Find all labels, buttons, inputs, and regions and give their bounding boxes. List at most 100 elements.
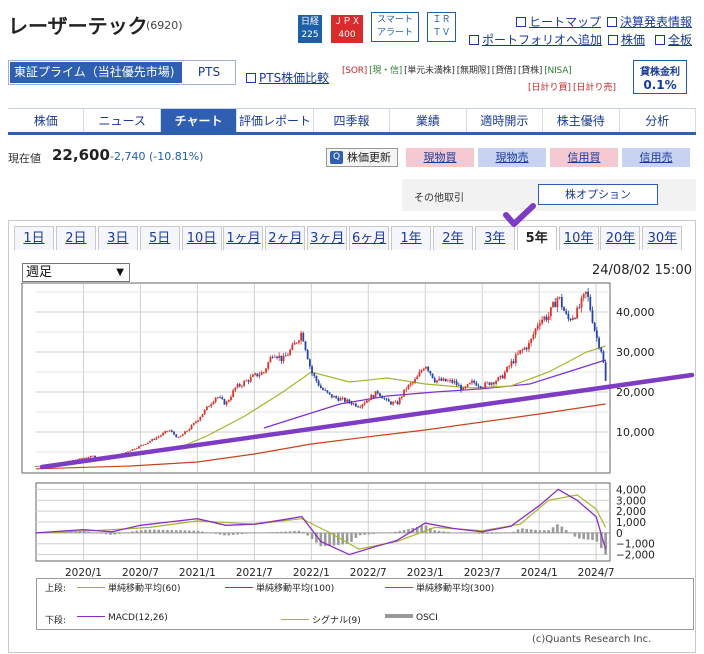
candle-body — [216, 397, 219, 399]
candle-body — [449, 380, 451, 381]
ir-tv-button[interactable]: ＩＲ ＴＶ — [427, 12, 456, 42]
pts-compare-link[interactable]: PTS株価比較 — [246, 69, 329, 86]
full-board-link[interactable]: 全板 — [655, 31, 692, 48]
osci-bar — [126, 532, 130, 533]
candle-body — [330, 394, 333, 398]
osci-bar — [424, 525, 428, 533]
nikkei225-badge[interactable]: 日経 225 — [298, 15, 322, 43]
compare-icon — [246, 73, 256, 83]
candle-body — [208, 406, 210, 408]
nav-tab[interactable]: 適時開示 — [467, 109, 544, 132]
period-tab[interactable]: 1ヶ月 — [223, 226, 264, 250]
osci-bar — [34, 532, 38, 534]
candle-body — [238, 384, 241, 387]
candle-body — [227, 400, 230, 402]
osci-bar — [350, 532, 353, 542]
period-tab[interactable]: 3年 — [474, 226, 515, 250]
candle-body — [589, 296, 592, 311]
osci-bar — [328, 532, 331, 546]
stock-option-button[interactable]: 株オプション — [538, 184, 658, 205]
timeframe-select[interactable]: 週足 ▼ — [22, 263, 130, 282]
period-tab[interactable]: 2ヶ月 — [265, 226, 306, 250]
period-tab[interactable]: 20年 — [600, 226, 641, 250]
osci-bar — [144, 529, 147, 533]
margin-sell-button[interactable]: 信用売 — [622, 148, 690, 167]
x-tick-label: 2022/7 — [350, 567, 387, 579]
add-portfolio-link[interactable]: ポートフォリオへ追加 — [469, 31, 602, 48]
nav-tab[interactable]: チャート — [160, 109, 238, 132]
candle-body — [135, 448, 138, 450]
candle-body — [181, 434, 184, 436]
candle-body — [201, 414, 204, 418]
candle-body — [429, 370, 432, 374]
candle-body — [438, 378, 441, 381]
candle-body — [541, 319, 543, 324]
osci-bar — [109, 532, 112, 535]
period-tab[interactable]: 5年 — [516, 226, 557, 250]
candle-body — [124, 452, 127, 454]
period-tab[interactable]: 3日 — [97, 226, 138, 250]
candle-body — [289, 349, 292, 355]
candle-body — [210, 404, 213, 407]
candle-body — [587, 291, 590, 297]
cash-buy-button[interactable]: 現物買 — [406, 148, 474, 167]
candle-body — [280, 355, 283, 362]
nav-tab[interactable]: ニュース — [84, 109, 161, 132]
smart-alert-button[interactable]: スマート アラート — [371, 12, 419, 42]
osci-bar — [442, 531, 445, 533]
legend-sma300: 単純移動平均(300) — [385, 581, 494, 594]
candle-body — [155, 437, 158, 440]
nav-tab[interactable]: 評価レポート — [237, 109, 314, 132]
period-tab[interactable]: 10日 — [181, 226, 222, 250]
candle-body — [308, 359, 311, 367]
period-tab[interactable]: 1年 — [391, 226, 432, 250]
margin-buy-button[interactable]: 信用買 — [550, 148, 618, 167]
period-tab[interactable]: 5日 — [139, 226, 180, 250]
nav-tab[interactable]: 株価 — [8, 109, 85, 132]
earnings-link[interactable]: 決算発表情報 — [607, 13, 692, 30]
candle-body — [89, 456, 92, 458]
candle-body — [593, 322, 596, 331]
nav-tab[interactable]: 株主優待 — [543, 109, 620, 132]
candle-body — [361, 404, 364, 407]
market-tab-prime[interactable]: 東証プライム（当社優先市場) — [10, 62, 182, 83]
osci-bar — [354, 532, 358, 538]
period-tab[interactable]: 2年 — [432, 226, 473, 250]
jpx400-badge[interactable]: ＪＰＸ 400 — [331, 15, 363, 43]
period-tab[interactable]: 6ヶ月 — [349, 226, 390, 250]
heatmap-link[interactable]: ヒートマップ — [516, 13, 601, 30]
period-tab[interactable]: 2日 — [55, 226, 96, 250]
period-tab[interactable]: 3ヶ月 — [307, 226, 348, 250]
update-price-button[interactable]: Q 株価更新 — [326, 148, 398, 167]
period-tab[interactable]: 1日 — [14, 226, 54, 250]
tag-day-sell: [日計り売] — [573, 83, 617, 93]
candle-body — [298, 340, 300, 343]
price-link[interactable]: 株価 — [608, 31, 645, 48]
cash-sell-button[interactable]: 現物売 — [478, 148, 546, 167]
nav-tab[interactable]: 分析 — [620, 109, 696, 132]
osci-bar — [468, 532, 472, 534]
period-tab[interactable]: 30年 — [642, 226, 683, 250]
nav-tab[interactable]: 業績 — [390, 109, 467, 132]
lending-rate-box[interactable]: 貸株金利 0.1% — [633, 60, 687, 94]
nav-tab[interactable]: 四季報 — [314, 109, 391, 132]
candle-body — [446, 380, 449, 382]
x-tick-label: 2020/7 — [122, 567, 159, 579]
candle-body — [188, 429, 191, 431]
trade-tag: [SOR] — [342, 66, 368, 76]
candle-body — [409, 383, 412, 385]
osci-bar — [446, 531, 450, 533]
osci-bar — [512, 531, 515, 533]
candle-body — [400, 396, 403, 398]
candle-body — [523, 347, 526, 350]
candle-body — [582, 293, 585, 298]
osci-bar — [323, 532, 327, 547]
period-tab[interactable]: 10年 — [558, 226, 599, 250]
osci-bar — [341, 532, 345, 545]
osci-bar — [604, 532, 607, 555]
legend-upper-label: 上段: — [45, 584, 67, 594]
market-tab-pts[interactable]: PTS — [197, 65, 221, 79]
x-tick-label: 2023/1 — [407, 567, 444, 579]
candle-body — [94, 455, 97, 458]
osci-bar — [231, 532, 235, 535]
